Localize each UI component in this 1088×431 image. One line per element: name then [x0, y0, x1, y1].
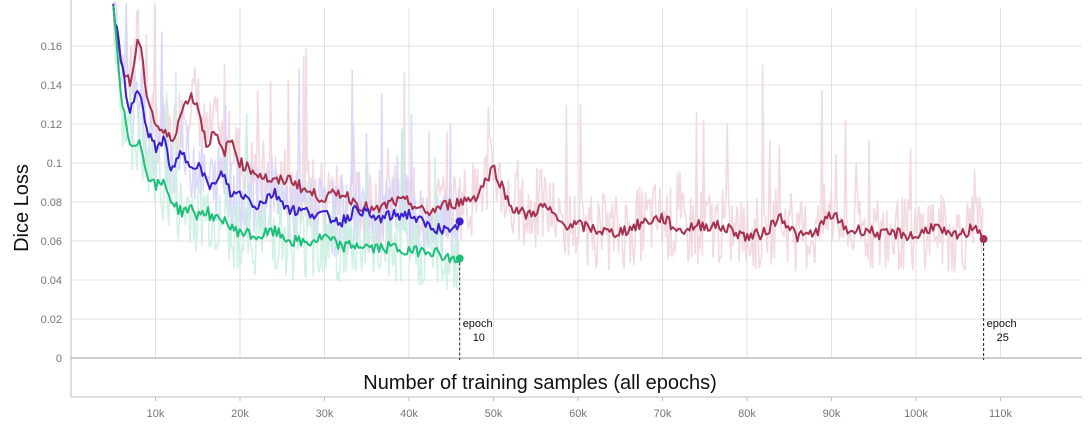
- raw-trace-0: [112, 1, 984, 273]
- x-tick-label: 40k: [400, 408, 418, 420]
- raw-trace-2: [112, 18, 460, 290]
- raw-loss-traces: [112, 1, 984, 290]
- y-tick-label: 0.16: [41, 41, 62, 53]
- epoch-annotation-text: 25: [997, 332, 1009, 344]
- y-tick-label: 0.14: [41, 80, 62, 92]
- x-tick-labels: 10k 20k 30k 40k 50k 60k 70k 80k 90k 100k 110k: [147, 408, 1013, 420]
- series-line-0: [112, 3, 985, 243]
- y-tick-label: 0.02: [41, 314, 62, 326]
- series-endpoint-0: [979, 235, 988, 244]
- x-tick-label: 80k: [738, 408, 756, 420]
- x-tick-label: 30k: [316, 408, 334, 420]
- x-tick-label: 60k: [569, 408, 587, 420]
- y-tick-label: 0.04: [41, 275, 62, 287]
- series-endpoint-1: [455, 217, 464, 226]
- axes: [70, 0, 1082, 401]
- x-tick-label: 100k: [904, 408, 928, 420]
- series-endpoint-2: [455, 254, 464, 263]
- y-tick-label: 0.12: [41, 119, 62, 131]
- epoch-annotation-text: epoch: [463, 318, 493, 330]
- smoothed-loss-series: [112, 3, 988, 264]
- x-tick-label: 10k: [147, 408, 165, 420]
- y-tick-label: 0.1: [47, 158, 62, 170]
- series-line-2: [112, 5, 461, 264]
- series-line-1: [112, 4, 461, 235]
- x-tick-label: 90k: [823, 408, 841, 420]
- x-axis-label: Number of training samples (all epochs): [363, 372, 717, 394]
- x-tick-label: 70k: [654, 408, 672, 420]
- x-tick-label: 110k: [989, 408, 1013, 420]
- grid-lines: [71, 8, 1082, 358]
- epoch-annotations: epoch 10 epoch 25: [459, 243, 1017, 360]
- y-tick-label: 0: [56, 353, 62, 365]
- y-tick-labels: 0 0.02 0.04 0.06 0.08 0.1 0.12 0.14 0.16: [41, 41, 62, 365]
- epoch-annotation-text: 10: [473, 332, 485, 344]
- x-tick-label: 50k: [485, 408, 503, 420]
- x-tick-label: 20k: [231, 408, 249, 420]
- y-axis-label: Dice Loss: [11, 164, 33, 252]
- y-tick-label: 0.08: [41, 197, 62, 209]
- y-tick-label: 0.06: [41, 236, 62, 248]
- epoch-annotation-text: epoch: [987, 318, 1017, 330]
